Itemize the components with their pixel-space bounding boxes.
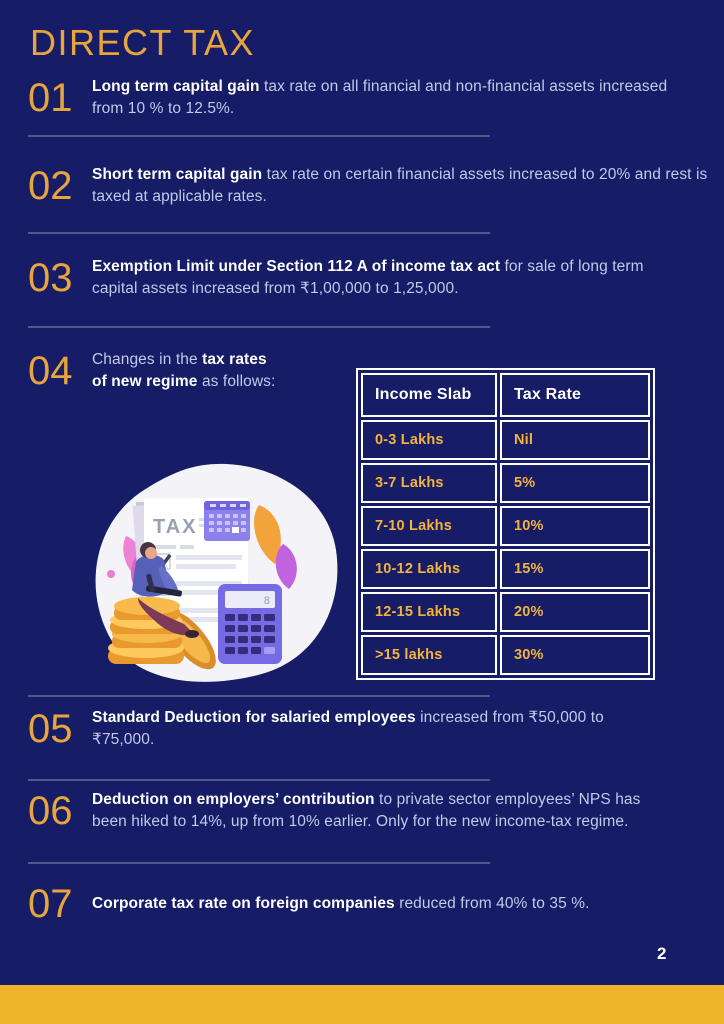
table-row: 3-7 Lakhs 5% bbox=[361, 463, 650, 503]
tax-item-06: 06 Deduction on employers’ contribution … bbox=[28, 789, 667, 832]
item-text-bold: Exemption Limit under Section 112 A of i… bbox=[92, 258, 501, 275]
item-text-bold: tax rates bbox=[202, 351, 267, 368]
item-number: 05 bbox=[28, 706, 73, 751]
item-text-bold: Deduction on employers’ contribution bbox=[92, 791, 375, 808]
income-slab-cell: 0-3 Lakhs bbox=[361, 420, 497, 460]
tax-item-07: 07 Corporate tax rate on foreign compani… bbox=[28, 884, 717, 924]
tax-illustration: TAX bbox=[95, 463, 338, 682]
item-text: Deduction on employers’ contribution to … bbox=[92, 789, 667, 832]
tax-rate-cell: 5% bbox=[500, 463, 650, 503]
item-text-rest: for sale of long term capital assets inc… bbox=[92, 258, 644, 297]
item-text-rest: to private sector employees’ NPS has bee… bbox=[92, 791, 641, 830]
item-text-rest: as follows: bbox=[197, 372, 276, 390]
item-text: Exemption Limit under Section 112 A of i… bbox=[92, 256, 692, 299]
income-slab-cell: 3-7 Lakhs bbox=[361, 463, 497, 503]
table-header-row: Income Slab Tax Rate bbox=[361, 373, 650, 417]
item-text-bold: Long term capital gain bbox=[92, 78, 260, 95]
footer-bar bbox=[0, 985, 724, 1024]
calculator-display: 8 bbox=[264, 595, 270, 607]
col-header-income-slab: Income Slab bbox=[361, 373, 497, 417]
item-text: Short term capital gain tax rate on cert… bbox=[92, 164, 717, 207]
table-row: 7-10 Lakhs 10% bbox=[361, 506, 650, 546]
item-number: 07 bbox=[28, 882, 73, 926]
table-row: 0-3 Lakhs Nil bbox=[361, 420, 650, 460]
income-slab-cell: 10-12 Lakhs bbox=[361, 549, 497, 589]
income-slab-cell: 12-15 Lakhs bbox=[361, 592, 497, 632]
coins-icon bbox=[108, 597, 184, 664]
table-row: >15 lakhs 30% bbox=[361, 635, 650, 675]
table-row: 12-15 Lakhs 20% bbox=[361, 592, 650, 632]
divider bbox=[28, 779, 490, 781]
item-text: Long term capital gain tax rate on all f… bbox=[92, 76, 692, 119]
item-number: 04 bbox=[28, 348, 73, 393]
divider bbox=[28, 862, 490, 864]
income-slab-cell: 7-10 Lakhs bbox=[361, 506, 497, 546]
tax-item-03: 03 Exemption Limit under Section 112 A o… bbox=[28, 256, 692, 299]
person-figure bbox=[132, 542, 199, 638]
tax-rate-cell: 10% bbox=[500, 506, 650, 546]
item-text-bold: Corporate tax rate on foreign companies bbox=[92, 895, 395, 913]
divider bbox=[28, 326, 490, 328]
tax-item-01: 01 Long term capital gain tax rate on al… bbox=[28, 76, 692, 119]
purple-leaf-decoration bbox=[275, 544, 297, 589]
item-text-bold: Short term capital gain bbox=[92, 166, 263, 183]
table-row: 10-12 Lakhs 15% bbox=[361, 549, 650, 589]
tax-rate-cell: 20% bbox=[500, 592, 650, 632]
calendar-icon bbox=[204, 501, 250, 541]
divider bbox=[28, 695, 490, 697]
item-text-pre: Changes in the bbox=[92, 351, 203, 368]
calculator-icon: 8 bbox=[218, 584, 282, 664]
tax-rate-cell: 30% bbox=[500, 635, 650, 675]
item-number: 03 bbox=[28, 255, 73, 300]
item-number: 02 bbox=[28, 163, 73, 208]
income-slab-cell: >15 lakhs bbox=[361, 635, 497, 675]
tax-item-04: 04 Changes in the tax rates of new regime… bbox=[28, 349, 322, 392]
item-text-rest: tax rate on all financial and non-financ… bbox=[92, 78, 668, 117]
page-title: DIRECT TAX bbox=[30, 22, 256, 63]
item-text-rest: tax rate on certain financial assets inc… bbox=[92, 166, 708, 205]
item-number: 01 bbox=[28, 75, 73, 120]
item-text: Standard Deduction for salaried employee… bbox=[92, 707, 632, 750]
item-text-bold: Standard Deduction for salaried employee… bbox=[92, 709, 416, 726]
divider bbox=[28, 232, 490, 234]
divider bbox=[28, 135, 490, 137]
tax-document-label: TAX bbox=[153, 516, 198, 538]
tax-item-05: 05 Standard Deduction for salaried emplo… bbox=[28, 707, 632, 750]
tax-rate-table: Income Slab Tax Rate 0-3 Lakhs Nil 3-7 L… bbox=[356, 368, 655, 680]
item-text-bold: of new regime bbox=[92, 372, 198, 390]
item-text-rest: increased from ₹50,000 to ₹75,000. bbox=[92, 709, 604, 748]
col-header-tax-rate: Tax Rate bbox=[500, 373, 650, 417]
page-number: 2 bbox=[657, 944, 667, 963]
tax-rate-cell: Nil bbox=[500, 420, 650, 460]
orange-leaf-decoration bbox=[254, 505, 281, 564]
item-number: 06 bbox=[28, 788, 73, 833]
item-text: Changes in the tax rates of new regime as… bbox=[92, 349, 322, 392]
tax-rate-cell: 15% bbox=[500, 549, 650, 589]
item-text-rest: reduced from 40% to 35 %. bbox=[394, 895, 590, 913]
item-text: Corporate tax rate on foreign companies … bbox=[92, 893, 717, 915]
tax-item-02: 02 Short term capital gain tax rate on c… bbox=[28, 164, 717, 207]
